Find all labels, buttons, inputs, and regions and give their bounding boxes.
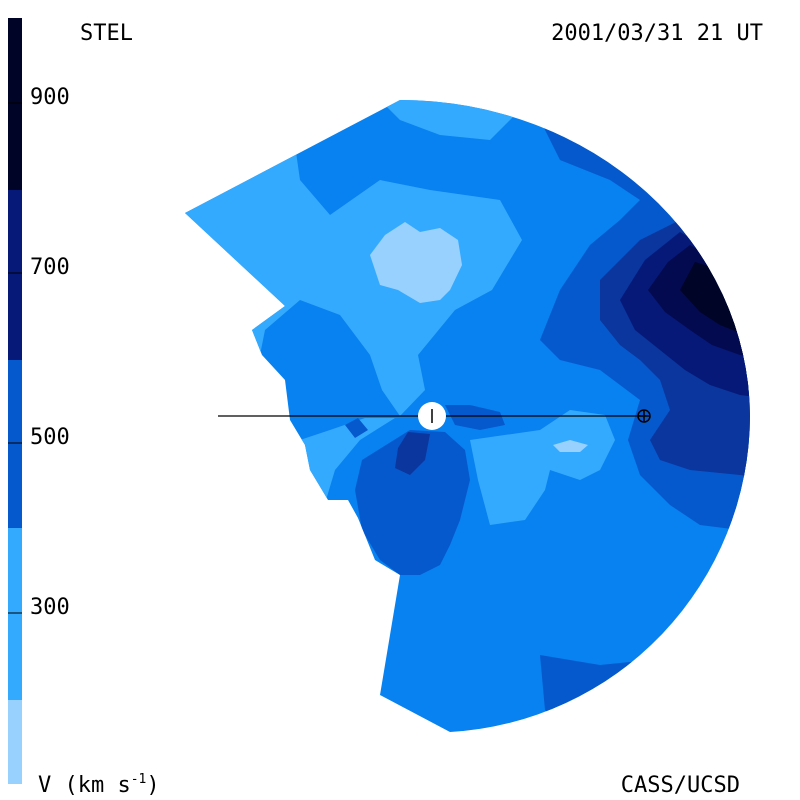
colorbar-unit-label: V (km s-1) xyxy=(38,772,160,798)
level-300-400 xyxy=(470,410,615,525)
colorbar-tick-label: 900 xyxy=(30,85,70,110)
velocity-map xyxy=(185,100,750,732)
level-200-300 xyxy=(553,440,588,452)
colorbar: 300 500 700 900 xyxy=(8,18,70,784)
colorbar-band-4 xyxy=(8,190,22,360)
colorbar-band-5 xyxy=(8,18,22,190)
timestamp: 2001/03/31 21 UT xyxy=(551,21,763,46)
level-500-600 xyxy=(355,430,470,575)
colorbar-band-3 xyxy=(8,360,22,528)
level-500-600 xyxy=(445,405,505,430)
level-200-300 xyxy=(370,222,462,303)
colorbar-band-2 xyxy=(8,528,22,700)
colorbar-tick-label: 300 xyxy=(30,595,70,620)
unit-exponent: -1 xyxy=(131,772,147,787)
level-200-300 xyxy=(185,260,250,360)
level-500-600 xyxy=(540,655,680,730)
earth-icon xyxy=(637,409,651,423)
level-500-600 xyxy=(345,418,368,438)
level-300-400 xyxy=(360,100,520,140)
chart-title: STEL xyxy=(80,21,133,46)
credit-label: CASS/UCSD xyxy=(621,773,740,798)
colorbar-tick-label: 500 xyxy=(30,425,70,450)
colorbar-tick-label: 700 xyxy=(30,255,70,280)
level-600-700 xyxy=(395,432,430,475)
colorbar-band-1 xyxy=(8,700,22,784)
